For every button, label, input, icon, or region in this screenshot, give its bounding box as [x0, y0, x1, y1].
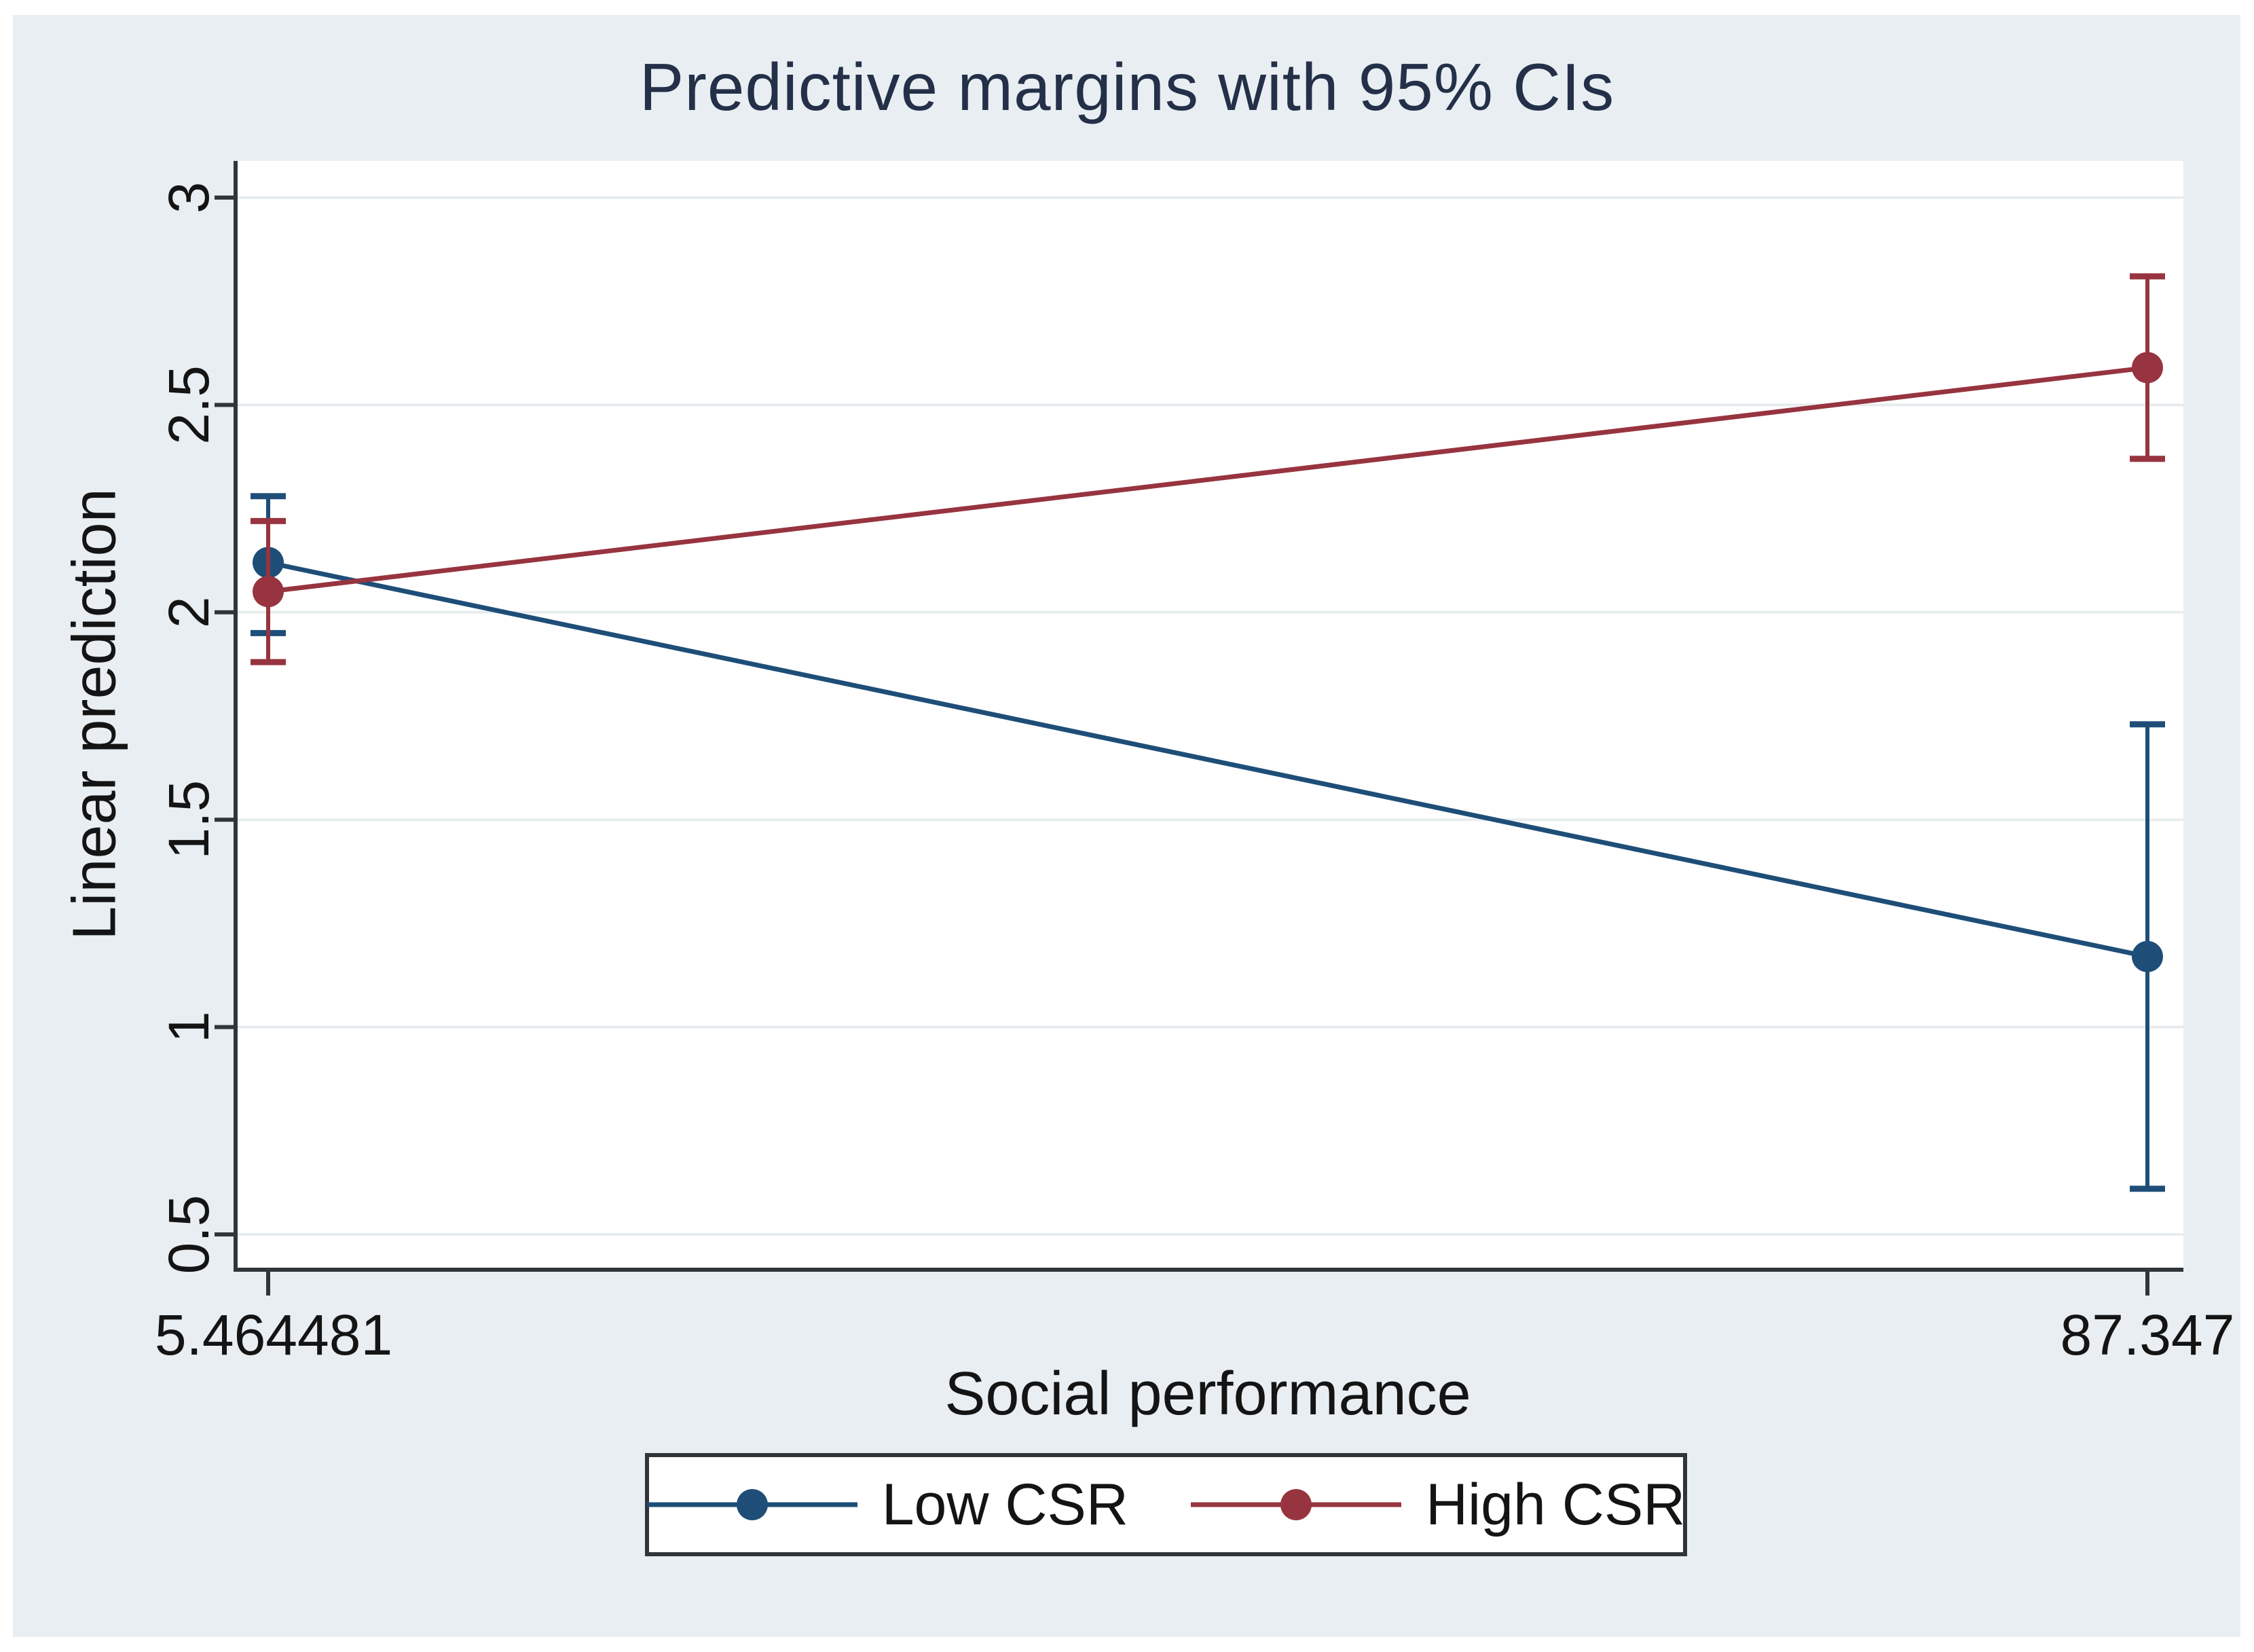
plot-background: [234, 161, 2183, 1268]
data-point-marker: [2132, 940, 2163, 972]
chart-title: Predictive margins with 95% CIs: [639, 50, 1615, 124]
legend-item-low-csr: Low CSR: [646, 1471, 1128, 1539]
data-point-marker: [253, 576, 284, 608]
low-csr-line-marker-icon: [646, 1488, 857, 1521]
y-axis-title: Linear prediction: [60, 488, 129, 940]
y-tick-label: 2: [157, 596, 221, 628]
y-tick-label: 1: [157, 1011, 221, 1043]
data-point-marker: [2132, 352, 2163, 384]
x-axis-title: Social performance: [944, 1360, 1471, 1428]
legend-label-low-csr: Low CSR: [881, 1471, 1128, 1537]
y-tick-label: 1.5: [157, 780, 221, 860]
y-tick-label: 3: [157, 182, 221, 214]
y-tick-label: 2.5: [157, 365, 221, 445]
series-line: [267, 365, 2148, 594]
y-tick-label: 0.5: [157, 1195, 221, 1274]
legend-item-high-csr: High CSR: [1190, 1471, 1686, 1539]
legend-label-high-csr: High CSR: [1425, 1471, 1686, 1537]
series-line: [267, 560, 2148, 959]
legend: Low CSR High CSR: [645, 1453, 1687, 1556]
high-csr-line-marker-icon: [1190, 1488, 1401, 1521]
x-tick-label: 87.347: [2061, 1303, 2235, 1367]
x-tick-label: 5.464481: [155, 1303, 392, 1367]
